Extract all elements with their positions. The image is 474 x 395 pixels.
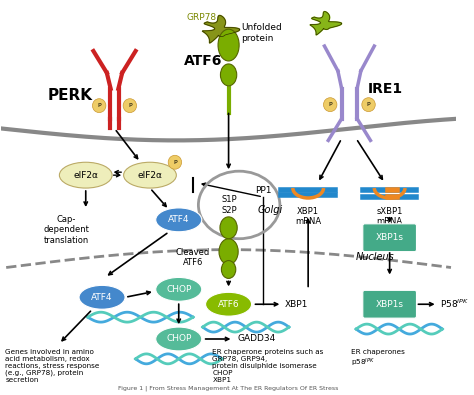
Ellipse shape (156, 277, 202, 301)
Ellipse shape (219, 239, 238, 265)
Ellipse shape (79, 285, 125, 309)
Text: Genes involved in amino
acid metabolism, redox
reactions, stress response
(e.g.,: Genes involved in amino acid metabolism,… (5, 349, 100, 384)
Text: GADD34: GADD34 (237, 335, 275, 344)
Circle shape (92, 99, 106, 113)
Text: ER chaperone proteins such as
GRP78, GRP94,
protein disulphide isomerase
CHOP
XB: ER chaperone proteins such as GRP78, GRP… (212, 349, 324, 383)
Text: XBP1s: XBP1s (375, 233, 404, 242)
Ellipse shape (221, 261, 236, 278)
Text: ATF6: ATF6 (183, 54, 222, 68)
Text: S1P
S2P: S1P S2P (222, 195, 237, 214)
Text: eIF2α: eIF2α (137, 171, 163, 180)
Text: PP1: PP1 (255, 186, 271, 195)
FancyBboxPatch shape (363, 290, 417, 318)
Ellipse shape (206, 292, 252, 316)
Text: Cap-
dependent
translation: Cap- dependent translation (44, 215, 90, 245)
Polygon shape (202, 15, 240, 43)
Ellipse shape (124, 162, 176, 188)
Text: eIF2α: eIF2α (73, 171, 98, 180)
Circle shape (123, 99, 137, 113)
Text: Figure 1 | From Stress Management At The ER Regulators Of ER Stress: Figure 1 | From Stress Management At The… (118, 385, 339, 391)
Polygon shape (310, 11, 342, 35)
Text: CHOP: CHOP (166, 285, 191, 294)
Circle shape (168, 155, 182, 169)
Text: IRE1: IRE1 (367, 82, 402, 96)
Text: Unfolded
protein: Unfolded protein (241, 23, 282, 43)
Text: XBP1
mRNA: XBP1 mRNA (295, 207, 321, 226)
Text: PERK: PERK (48, 88, 93, 103)
Ellipse shape (59, 162, 112, 188)
Text: ATF6: ATF6 (218, 300, 239, 309)
Text: CHOP: CHOP (166, 335, 191, 344)
Ellipse shape (218, 29, 239, 61)
Text: P: P (328, 102, 332, 107)
Text: Cleaved
ATF6: Cleaved ATF6 (176, 248, 210, 267)
Text: P: P (173, 160, 177, 165)
Text: sXBP1
mRNA: sXBP1 mRNA (376, 207, 403, 226)
Text: ATF4: ATF4 (91, 293, 113, 302)
Text: XBP1: XBP1 (285, 300, 309, 309)
Ellipse shape (156, 208, 202, 232)
Text: P: P (367, 102, 370, 107)
Text: P58$^{IPK}$: P58$^{IPK}$ (440, 298, 470, 310)
FancyBboxPatch shape (363, 224, 417, 252)
Ellipse shape (156, 327, 202, 351)
Text: P: P (97, 103, 101, 108)
Text: ER chaperones
p58$^{IPK}$: ER chaperones p58$^{IPK}$ (351, 349, 405, 369)
Circle shape (323, 98, 337, 112)
Text: P: P (128, 103, 132, 108)
Text: XBP1s: XBP1s (375, 300, 404, 309)
Text: ATF4: ATF4 (168, 215, 190, 224)
Circle shape (362, 98, 375, 112)
Text: Nucleus: Nucleus (356, 252, 395, 261)
Ellipse shape (220, 64, 237, 86)
Ellipse shape (220, 217, 237, 239)
Text: GRP78: GRP78 (186, 13, 217, 22)
Text: Golgi: Golgi (257, 205, 283, 215)
